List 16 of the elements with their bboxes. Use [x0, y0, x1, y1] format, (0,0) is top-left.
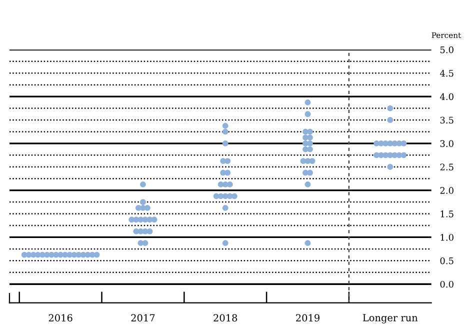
x-tick-label: 2016 — [48, 314, 72, 322]
y-tick-label: 1.5 — [440, 210, 454, 218]
y-tick-label: 4.5 — [440, 70, 454, 77]
y-tick-label: 2.0 — [440, 187, 454, 194]
y-tick-label: 4.0 — [440, 93, 454, 100]
x-tick-label: 2019 — [296, 314, 320, 322]
y-tick-label: 1.0 — [440, 234, 454, 241]
x-tick-label: 2017 — [131, 314, 155, 322]
y-tick-label: 2.5 — [440, 164, 454, 170]
y-tick-label: 0.0 — [440, 280, 454, 288]
y-tick-label: 3.0 — [440, 140, 454, 147]
x-tick-label: Longer run — [362, 314, 418, 324]
y-tick-label: 3.5 — [440, 116, 454, 124]
x-tick-label: 2018 — [214, 314, 238, 322]
y-tick-label: 5.0 — [440, 46, 454, 54]
y-tick-label: 0.5 — [440, 257, 454, 264]
